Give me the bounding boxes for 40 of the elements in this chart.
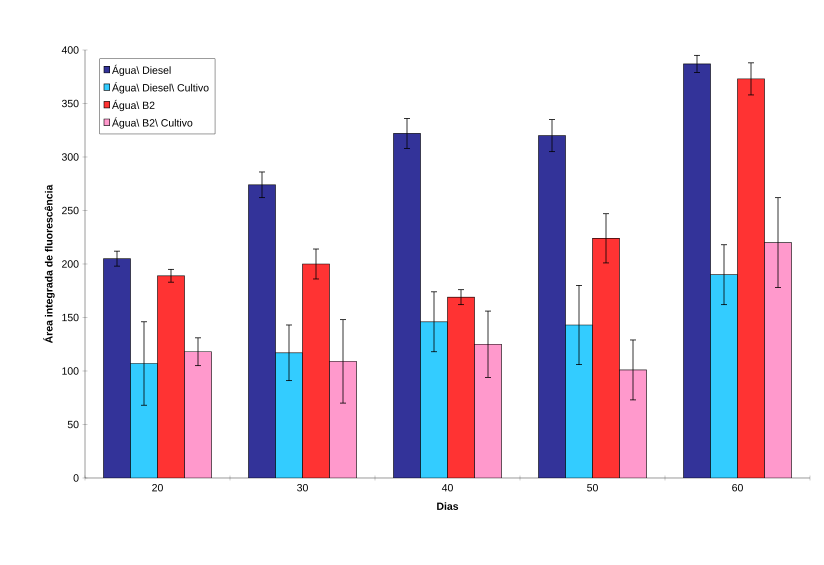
legend-label: Água\ Diesel: [112, 64, 171, 76]
y-tick-label: 100: [62, 367, 79, 375]
bar: [130, 364, 158, 478]
legend-label: Água\ B2\ Cultivo: [112, 117, 192, 129]
y-tick-label: 50: [68, 420, 79, 428]
bar: [420, 322, 448, 478]
bar: [538, 136, 566, 478]
x-tick-label: 60: [732, 484, 743, 492]
bar: [474, 344, 502, 478]
bar: [620, 370, 647, 478]
legend-label: Água\ B2: [112, 100, 154, 112]
bar: [302, 264, 330, 478]
bar: [710, 274, 738, 478]
y-tick-label: 200: [62, 260, 79, 268]
x-tick-label: 50: [587, 484, 598, 492]
bar: [683, 64, 711, 478]
y-tick-label: 150: [62, 314, 79, 322]
bar: [104, 258, 130, 478]
y-tick-label: 350: [62, 100, 79, 108]
bar: [737, 78, 765, 478]
x-tick-label: 40: [442, 484, 453, 492]
y-tick-label: 400: [62, 46, 79, 54]
bar: [764, 242, 792, 478]
bar: [330, 361, 357, 478]
y-tick-label: 0: [74, 474, 79, 482]
x-tick-label: 20: [152, 484, 163, 492]
bar: [566, 324, 593, 478]
bar: [448, 297, 475, 478]
bar: [394, 133, 421, 478]
legend-label: Água\ Diesel\ Cultivo: [112, 82, 209, 94]
bar: [184, 352, 212, 478]
y-tick-label: 300: [62, 153, 79, 161]
bar: [248, 184, 276, 478]
bar: [276, 352, 302, 478]
bar: [158, 276, 184, 478]
y-tick-label: 250: [62, 206, 79, 214]
y-axis-title: Área integrada de fluorescência: [43, 184, 55, 344]
x-axis-title: Dias: [437, 502, 458, 510]
bar: [592, 238, 620, 478]
x-tick-label: 30: [297, 484, 308, 492]
